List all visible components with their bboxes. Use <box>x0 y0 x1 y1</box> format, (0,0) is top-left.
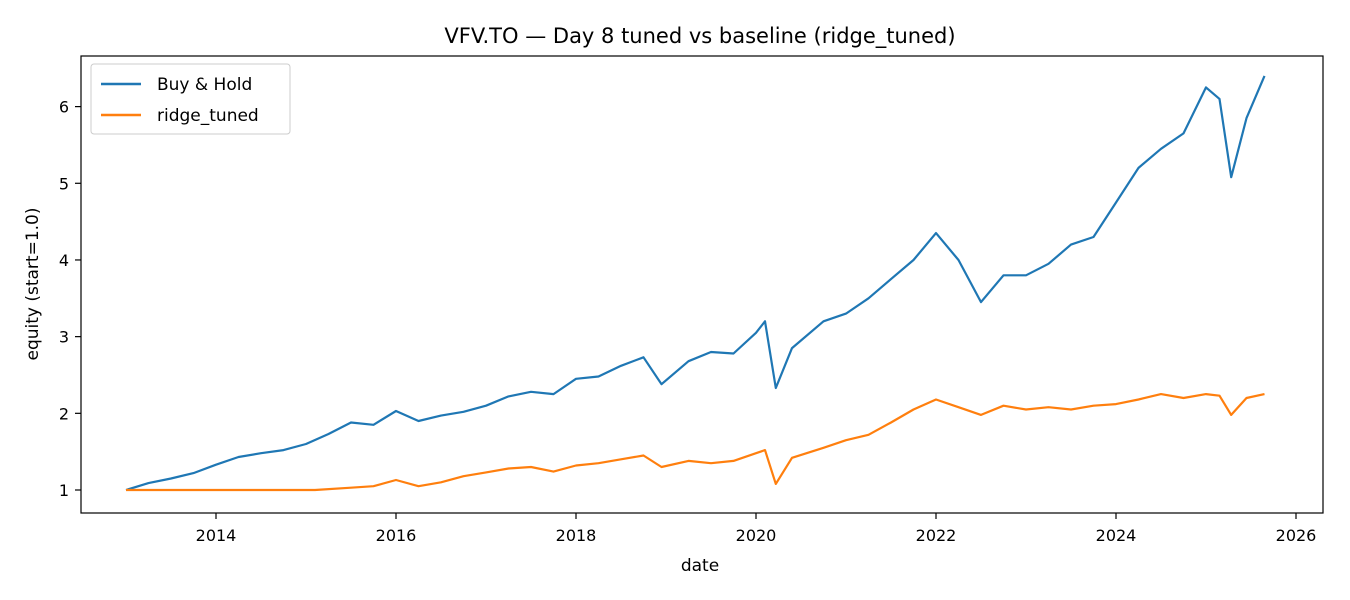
x-tick-label: 2018 <box>556 526 597 545</box>
plot-frame <box>80 55 1324 514</box>
y-tick-label: 1 <box>59 481 69 500</box>
x-axis: 2014 2016 2018 2020 2022 2024 2026 <box>196 513 1317 545</box>
x-tick-label: 2014 <box>196 526 237 545</box>
series-line-ridge-tuned <box>126 393 1265 492</box>
x-tick-label: 2022 <box>916 526 957 545</box>
x-tick-label: 2026 <box>1276 526 1317 545</box>
x-tick-label: 2020 <box>736 526 777 545</box>
y-tick-label: 3 <box>59 328 69 347</box>
y-axis-label: equity (start=1.0) <box>23 207 43 360</box>
y-tick-label: 5 <box>59 174 69 193</box>
series-layer <box>125 75 1266 492</box>
x-tick-label: 2024 <box>1096 526 1137 545</box>
x-axis-label: date <box>681 556 719 576</box>
chart-title: VFV.TO — Day 8 tuned vs baseline (ridge_… <box>444 24 955 49</box>
y-tick-label: 4 <box>59 251 69 270</box>
x-tick-label: 2016 <box>376 526 417 545</box>
series-line-buy-hold <box>125 75 1266 492</box>
legend-box <box>90 63 291 135</box>
legend-label-ridge-tuned: ridge_tuned <box>157 106 259 126</box>
y-tick-label: 2 <box>59 404 69 423</box>
y-axis: 1 2 3 4 5 6 <box>59 98 81 500</box>
y-tick-label: 6 <box>59 98 69 117</box>
legend-label-buy-and-hold: Buy & Hold <box>157 75 252 95</box>
legend: Buy & Hold ridge_tuned <box>90 63 291 135</box>
